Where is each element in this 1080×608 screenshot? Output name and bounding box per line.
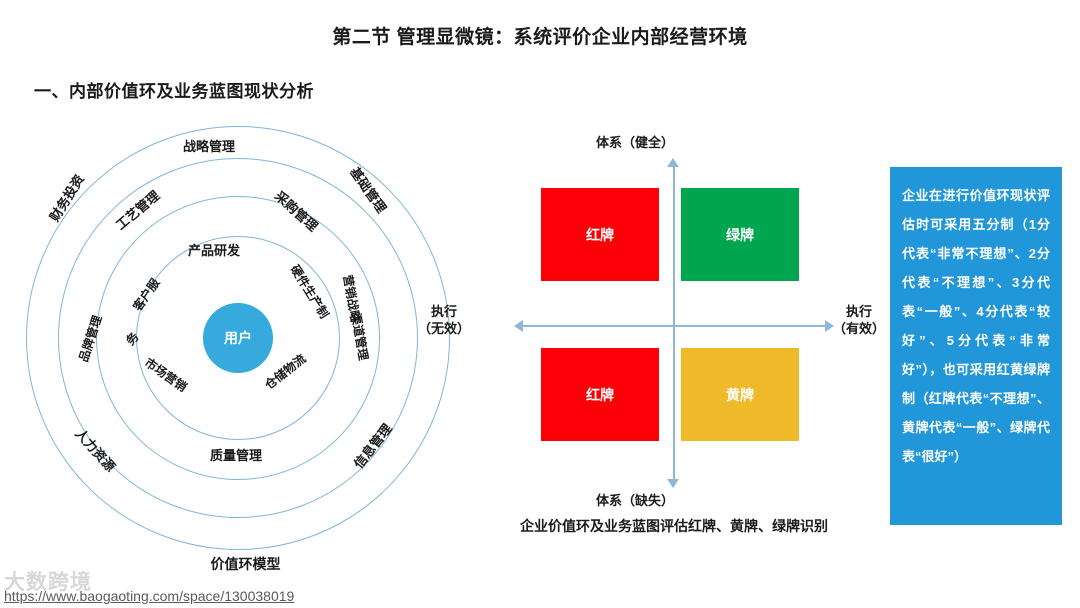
axis-label-system-sound: 体系（健全） (596, 135, 675, 150)
axis-label-execution-ineffective-line2: （无效） (418, 321, 471, 336)
ring-outer (26, 126, 450, 550)
ring-inner (136, 236, 340, 440)
quadrant-chart-caption: 企业价值环及业务蓝图评估红牌、黄牌、绿牌识别 (520, 518, 828, 534)
ring-label-product-rnd: 产品研发 (188, 243, 241, 258)
axis-arrow-up-icon (667, 158, 679, 167)
note-box: 企业在进行价值环现状评估时可采用五分制（1分代表“非常不理想”、2分代表“不理想… (890, 167, 1062, 525)
value-ring-diagram: 用户 战略管理 基础管理 信息管理 人力资源 财务投资 工艺管理 采购管理 营销… (18, 118, 473, 572)
axis-label-execution-effective-line1: 执行 (846, 304, 873, 319)
axis-label-execution-ineffective-line1: 执行 (431, 304, 458, 319)
axis-arrow-left-icon (514, 320, 523, 332)
ring-label-strategy-management: 战略管理 (183, 139, 236, 154)
ring-outer-inner (58, 158, 418, 518)
quadrant-bottom-right-yellow: 黄牌 (681, 348, 799, 441)
axis-arrow-right-icon (825, 320, 834, 332)
horizontal-axis (522, 325, 828, 327)
axis-label-system-missing: 体系（缺失） (596, 493, 675, 508)
ring-middle (96, 196, 380, 480)
ring-core-user: 用户 (203, 303, 273, 373)
quadrant-bottom-left-red: 红牌 (541, 348, 659, 441)
axis-label-execution-effective: 执行 （有效） (833, 303, 885, 337)
quadrant-top-left-red: 红牌 (541, 188, 659, 281)
watermark-logo: 大数跨境 (4, 571, 92, 594)
axis-label-execution-effective-line2: （有效） (833, 321, 886, 336)
axis-arrow-down-icon (667, 479, 679, 488)
page-title: 第二节 管理显微镜：系统评价企业内部经营环境 (332, 27, 748, 48)
section-title: 一、内部价值环及业务蓝图现状分析 (34, 82, 314, 101)
axis-label-execution-ineffective: 执行 （无效） (418, 303, 470, 337)
ring-label-quality-management: 质量管理 (210, 448, 263, 463)
quadrant-chart: 红牌 绿牌 红牌 黄牌 体系（健全） 体系（缺失） 执行 （无效） 执行 （有效… (418, 135, 885, 535)
watermark-url: https://www.baogaoting.com/space/1300380… (4, 588, 295, 604)
quadrant-top-right-green: 绿牌 (681, 188, 799, 281)
value-ring-caption: 价值环模型 (210, 556, 281, 572)
